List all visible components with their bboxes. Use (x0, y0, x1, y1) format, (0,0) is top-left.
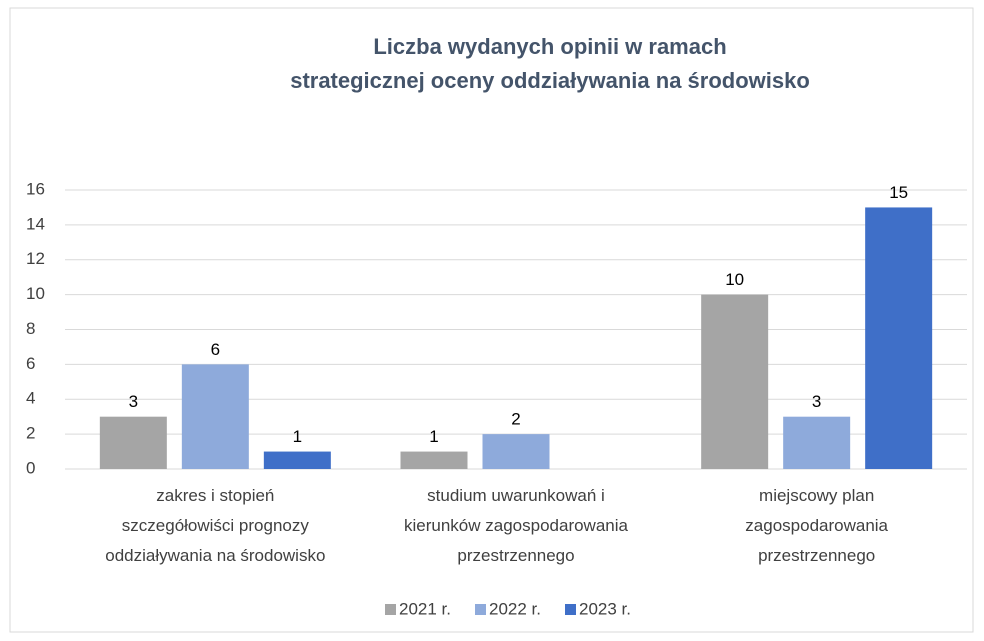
y-tick-label: 16 (26, 179, 45, 198)
y-tick-label: 12 (26, 249, 45, 268)
legend-swatch (385, 604, 396, 615)
data-label: 1 (429, 427, 438, 446)
data-label: 1 (293, 427, 302, 446)
y-tick-label: 6 (26, 354, 35, 373)
y-tick-label: 10 (26, 284, 45, 303)
bar (482, 434, 550, 469)
legend-label: 2022 r. (489, 599, 541, 618)
data-label: 10 (725, 270, 744, 289)
bar (263, 451, 331, 469)
chart-frame (9, 7, 974, 633)
legend-swatch (475, 604, 486, 615)
bar (701, 294, 769, 469)
data-label: 6 (211, 340, 220, 359)
data-label: 15 (889, 183, 908, 202)
y-tick-label: 0 (26, 458, 35, 477)
x-tick-label: zakres i stopień szczegółowiści prognozy o… (105, 486, 325, 565)
legend-swatch (565, 604, 576, 615)
bar (400, 451, 468, 469)
y-tick-label: 4 (26, 389, 35, 408)
legend-label: 2023 r. (579, 599, 631, 618)
legend-label: 2021 r. (399, 599, 451, 618)
y-tick-label: 14 (26, 214, 45, 233)
data-label: 3 (812, 392, 821, 411)
y-tick-label: 2 (26, 424, 35, 443)
y-tick-label: 8 (26, 319, 35, 338)
bar (865, 207, 933, 469)
data-label: 3 (129, 392, 138, 411)
x-tick-label: studium uwarunkowań i kierunków zagospoda… (404, 486, 629, 565)
data-label: 2 (511, 410, 520, 429)
chart-title: Liczba wydanych opinii w ramach strategic… (290, 34, 810, 93)
x-tick-label: miejscowy plan zagospodarowania przestrzen… (745, 486, 888, 565)
bar (783, 416, 851, 469)
bar (181, 364, 249, 469)
bar (99, 416, 167, 469)
